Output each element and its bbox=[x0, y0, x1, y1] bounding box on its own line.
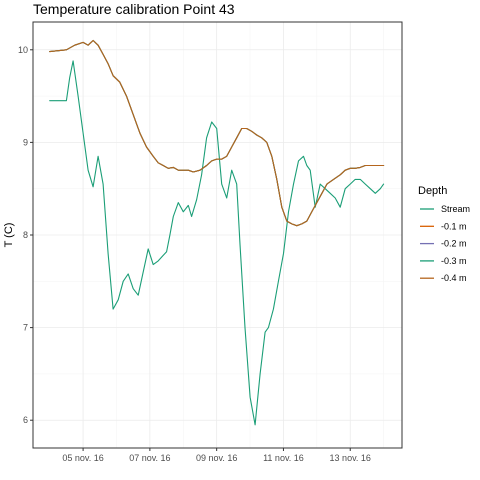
legend: Depth Stream -0.1 m -0.2 m -0.3 m -0.4 m bbox=[418, 185, 470, 283]
x-tick-label: 05 nov. 16 bbox=[62, 453, 103, 463]
y-axis-title: T (C) bbox=[3, 223, 15, 248]
x-tick-label: 07 nov. 16 bbox=[129, 453, 170, 463]
y-tick-label: 7 bbox=[23, 323, 28, 333]
x-tick-label: 09 nov. 16 bbox=[196, 453, 237, 463]
x-tick-label: 11 nov. 16 bbox=[263, 453, 304, 463]
legend-label: -0.2 m bbox=[441, 239, 467, 249]
series-line-0 bbox=[49, 60, 385, 426]
x-tick-label: 13 nov. 16 bbox=[330, 453, 371, 463]
series-lines bbox=[49, 39, 385, 426]
y-tick-label: 8 bbox=[23, 230, 28, 240]
y-tick-label: 9 bbox=[23, 137, 28, 147]
series-line-4 bbox=[49, 39, 385, 227]
grid bbox=[33, 22, 402, 448]
legend-label: -0.3 m bbox=[441, 256, 467, 266]
legend-label: -0.4 m bbox=[441, 273, 467, 283]
chart-title: Temperature calibration Point 43 bbox=[33, 1, 235, 17]
y-tick-label: 10 bbox=[18, 45, 28, 55]
legend-label: Stream bbox=[441, 204, 470, 214]
legend-label: -0.1 m bbox=[441, 221, 467, 231]
y-tick-label: 6 bbox=[23, 415, 28, 425]
axes: 05 nov. 16 07 nov. 16 09 nov. 16 11 nov. 16… bbox=[18, 45, 371, 463]
legend-title: Depth bbox=[418, 185, 447, 197]
